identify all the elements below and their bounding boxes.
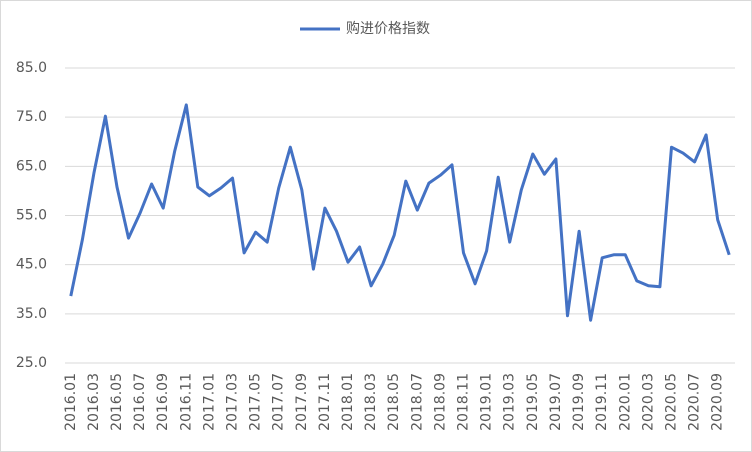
x-tick-label: 2016.09 <box>155 373 171 431</box>
x-tick-label: 2017.09 <box>294 373 310 431</box>
x-tick-label: 2018.11 <box>456 373 472 431</box>
data-line <box>69 103 731 322</box>
x-tick-label: 2016.03 <box>86 373 102 431</box>
x-tick-label: 2016.05 <box>109 373 125 431</box>
x-tick-label: 2020.01 <box>617 373 633 431</box>
x-tick-label: 2016.11 <box>178 373 194 431</box>
x-tick-label: 2020.03 <box>640 373 656 431</box>
x-tick-label: 2019.09 <box>571 373 587 431</box>
x-tick-label: 2019.11 <box>594 373 610 431</box>
x-tick-label: 2018.01 <box>340 373 356 431</box>
x-tick-label: 2017.11 <box>317 373 333 431</box>
x-tick-label: 2018.09 <box>432 373 448 431</box>
y-tick-label: 85.0 <box>16 60 47 76</box>
y-tick-label: 35.0 <box>16 306 47 322</box>
x-tick-label: 2018.03 <box>363 373 379 431</box>
x-tick-label: 2019.05 <box>525 373 541 431</box>
x-tick-label: 2019.07 <box>548 373 564 431</box>
x-tick-label: 2017.03 <box>225 373 241 431</box>
x-tick-label: 2017.05 <box>248 373 264 431</box>
x-tick-label: 2019.03 <box>502 373 518 431</box>
x-tick-label: 2020.05 <box>663 373 679 431</box>
y-tick-label: 55.0 <box>16 208 47 224</box>
x-tick-label: 2016.01 <box>63 373 79 431</box>
x-tick-label: 2019.01 <box>479 373 495 431</box>
x-tick-label: 2017.01 <box>201 373 217 431</box>
legend-label: 购进价格指数 <box>346 21 430 37</box>
x-tick-label: 2018.07 <box>409 373 425 431</box>
y-tick-label: 25.0 <box>16 355 47 371</box>
y-tick-label: 65.0 <box>16 158 47 174</box>
x-tick-label: 2020.09 <box>710 373 726 431</box>
x-tick-label: 2017.07 <box>271 373 287 431</box>
x-tick-label: 2018.05 <box>386 373 402 431</box>
x-tick-label: 2020.07 <box>687 373 703 431</box>
x-tick-label: 2016.07 <box>132 373 148 431</box>
y-tick-label: 75.0 <box>16 109 47 125</box>
y-tick-label: 45.0 <box>16 257 47 273</box>
